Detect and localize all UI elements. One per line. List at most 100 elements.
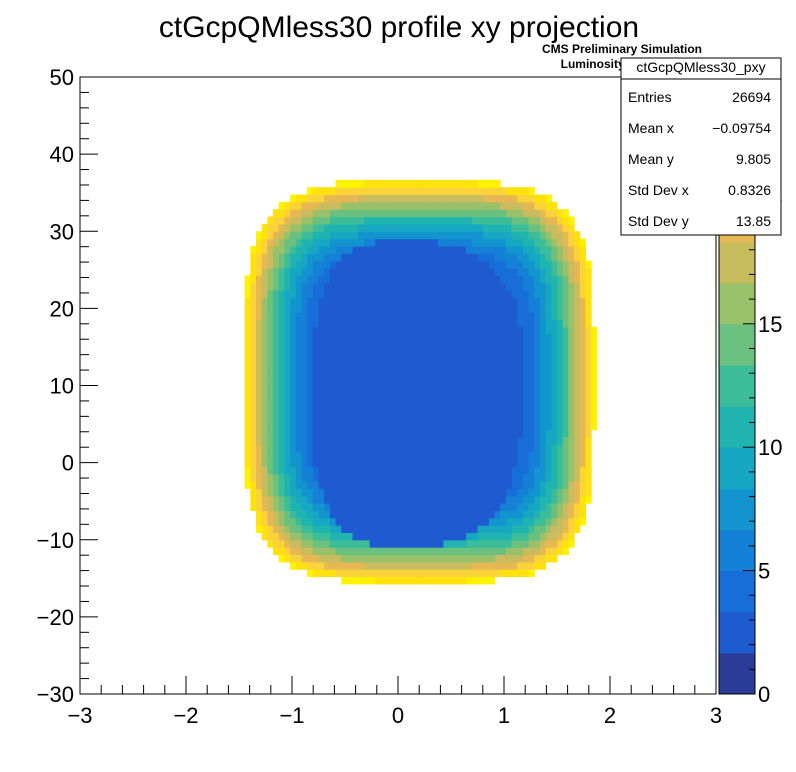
heatmap-cell: [380, 341, 388, 350]
heatmap-cell: [437, 539, 445, 548]
heatmap-cell: [420, 532, 427, 541]
heatmap-cell: [517, 260, 524, 269]
heatmap-cell: [398, 510, 405, 519]
heatmap-cell: [318, 290, 325, 298]
heatmap-cell: [290, 201, 297, 210]
heatmap-cell: [267, 260, 274, 269]
heatmap-cell: [301, 451, 308, 460]
heatmap-cell: [318, 510, 325, 519]
heatmap-cell: [460, 319, 467, 328]
heatmap-cell: [341, 525, 348, 534]
heatmap-cell: [500, 260, 507, 269]
heatmap-cell: [574, 495, 581, 504]
heatmap-cell: [471, 304, 479, 313]
heatmap-cell: [415, 201, 422, 210]
heatmap-cell: [409, 429, 416, 438]
heatmap-cell: [420, 576, 427, 585]
y-tick-label: −10: [37, 528, 74, 553]
heatmap-cell: [488, 297, 496, 306]
heatmap-cell: [335, 179, 342, 188]
heatmap-cell: [307, 216, 314, 225]
heatmap-cell: [380, 238, 388, 247]
heatmap-cell: [585, 458, 592, 467]
heatmap-cell: [380, 488, 388, 497]
heatmap-cell: [471, 223, 479, 232]
heatmap-cell: [522, 267, 530, 276]
heatmap-cell: [443, 576, 450, 585]
heatmap-cell: [443, 547, 450, 556]
heatmap-cell: [341, 275, 348, 284]
heatmap-cell: [477, 231, 484, 240]
heatmap-cell: [415, 194, 422, 203]
heatmap-cell: [284, 392, 291, 401]
heatmap-cell: [398, 245, 405, 254]
heatmap-cell: [522, 238, 530, 247]
heatmap-cell: [403, 561, 410, 570]
heatmap-cell: [562, 385, 569, 394]
heatmap-cell: [432, 216, 439, 225]
heatmap-cell: [301, 194, 308, 203]
heatmap-cell: [312, 510, 320, 519]
heatmap-cell: [443, 326, 450, 335]
heatmap-cell: [539, 341, 547, 350]
heatmap-cell: [528, 480, 535, 489]
heatmap-cell: [579, 253, 586, 262]
heatmap-cell: [426, 414, 433, 423]
heatmap-cell: [409, 326, 416, 335]
heatmap-cell: [483, 290, 490, 298]
heatmap-cell: [591, 392, 598, 401]
heatmap-cell: [534, 436, 541, 445]
heatmap-cell: [483, 473, 490, 482]
heatmap-cell: [522, 216, 530, 225]
heatmap-cell: [312, 539, 320, 548]
heatmap-cell: [398, 525, 405, 534]
heatmap-cell: [346, 267, 354, 276]
heatmap-cell: [511, 334, 518, 343]
heatmap-cell: [545, 458, 552, 467]
heatmap-cell: [312, 260, 320, 269]
heatmap-cell: [278, 525, 286, 534]
heatmap-cell: [568, 231, 575, 240]
heatmap-cell: [380, 517, 388, 526]
heatmap-cell: [511, 561, 518, 570]
heatmap-cell: [517, 458, 524, 467]
heatmap-cell: [290, 378, 297, 387]
heatmap-cell: [437, 480, 445, 489]
heatmap-cell: [522, 319, 530, 328]
heatmap-cell: [369, 444, 376, 453]
heatmap-cell: [471, 187, 479, 196]
heatmap-cell: [380, 407, 388, 416]
heatmap-cell: [460, 282, 467, 291]
heatmap-cell: [324, 216, 331, 225]
heatmap-cell: [534, 378, 541, 387]
heatmap-cell: [539, 334, 547, 343]
heatmap-cell: [449, 444, 456, 453]
heatmap-cell: [420, 238, 427, 247]
heatmap-cell: [585, 436, 592, 445]
stats-row-label: Std Dev y: [628, 213, 689, 229]
heatmap-cell: [534, 414, 541, 423]
heatmap-cell: [488, 267, 496, 276]
heatmap-cell: [284, 363, 291, 372]
heatmap-cell: [477, 510, 484, 519]
heatmap-cell: [522, 466, 530, 475]
heatmap-cell: [494, 429, 501, 438]
heatmap-cell: [312, 312, 320, 320]
heatmap-cell: [358, 458, 365, 467]
heatmap-cell: [290, 209, 297, 218]
heatmap-cell: [250, 282, 257, 291]
heatmap-cell: [500, 525, 507, 534]
heatmap-cell: [500, 569, 507, 578]
heatmap-cell: [335, 436, 342, 445]
heatmap-cell: [295, 341, 303, 350]
heatmap-cell: [494, 458, 501, 467]
heatmap-cell: [346, 569, 354, 578]
heatmap-cell: [454, 356, 462, 365]
heatmap-cell: [301, 488, 308, 497]
heatmap-cell: [505, 216, 513, 225]
heatmap-cell: [454, 422, 462, 431]
heatmap-cell: [369, 400, 376, 409]
heatmap-cell: [256, 414, 263, 423]
heatmap-cell: [528, 444, 535, 453]
